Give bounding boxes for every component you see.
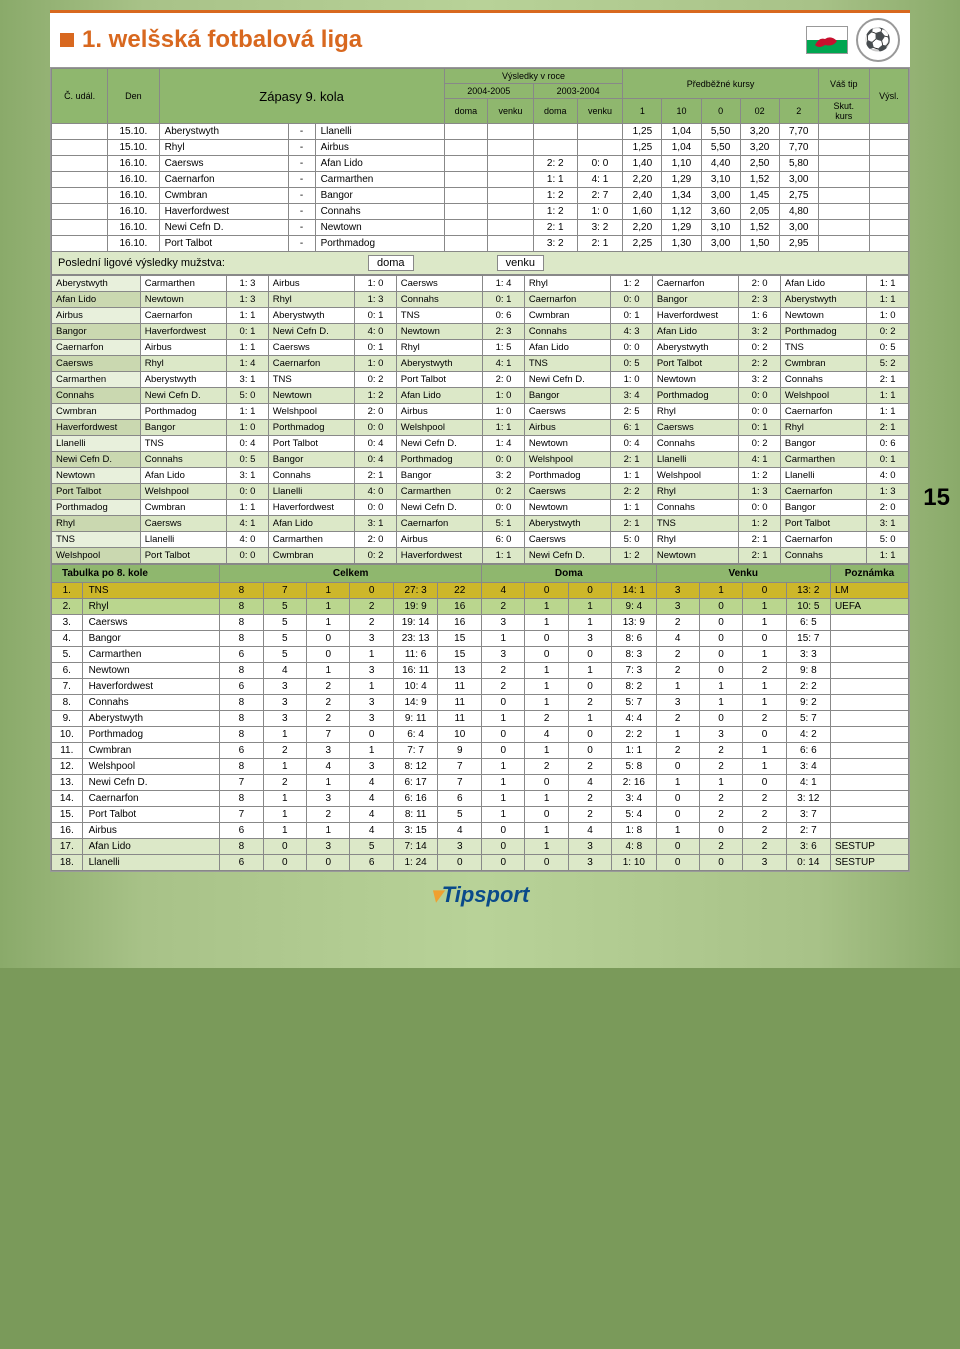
page-title: 1. welšská fotbalová liga [82, 26, 362, 54]
recent-row: LlanelliTNS0: 4Port Talbot0: 4Newi Cefn … [52, 436, 909, 452]
match-row: 16.10.Newi Cefn D.-Newtown2: 13: 22,201,… [52, 220, 909, 236]
match-row: 16.10.Caernarfon-Carmarthen1: 14: 12,201… [52, 172, 909, 188]
col-venku2: venku [577, 99, 623, 124]
standings-row: 5.Carmarthen650111: 6153008: 32013: 3 [52, 647, 909, 663]
page-header: 1. welšská fotbalová liga ⚽ [50, 10, 910, 67]
standings-col-away: Venku [656, 565, 830, 583]
standings-row: 3.Caersws851219: 141631113: 92016: 5 [52, 615, 909, 631]
match-row: 16.10.Caersws-Afan Lido2: 20: 01,401,104… [52, 156, 909, 172]
standings-row: 8.Connahs832314: 9110125: 73119: 2 [52, 695, 909, 711]
recent-row: AirbusCaernarfon1: 1Aberystwyth0: 1TNS0:… [52, 308, 909, 324]
recent-results-header: Poslední ligové výsledky mužstva: doma v… [51, 252, 909, 275]
standings-row: 13.Newi Cefn D.72146: 1771042: 161104: 1 [52, 775, 909, 791]
standings-row: 17.Afan Lido80357: 1430134: 80223: 6SEST… [52, 839, 909, 855]
recent-row: HaverfordwestBangor1: 0Porthmadog0: 0Wel… [52, 420, 909, 436]
col-event: Č. udál. [52, 69, 108, 124]
recent-label: Poslední ligové výsledky mužstva: [58, 257, 225, 269]
recent-row: Port TalbotWelshpool0: 0Llanelli4: 0Carm… [52, 484, 909, 500]
standings-table: Tabulka po 8. kole Celkem Doma Venku Poz… [51, 564, 909, 871]
standings-col-home: Doma [482, 565, 656, 583]
col-results-year: Výsledky v roce [444, 69, 623, 84]
recent-row: CaerswsRhyl1: 4Caernarfon1: 0Aberystwyth… [52, 356, 909, 372]
logo-triangle-icon: ▾ [431, 882, 442, 907]
recent-row: RhylCaersws4: 1Afan Lido3: 1Caernarfon5:… [52, 516, 909, 532]
match-row: 15.10.Aberystwyth-Llanelli1,251,045,503,… [52, 124, 909, 140]
col-skut: Skut.kurs [818, 99, 869, 124]
standings-row: 1.TNS871027: 32240014: 131013: 2LM [52, 583, 909, 599]
standings-header: Tabulka po 8. kole [52, 565, 220, 583]
col-0304: 2003-2004 [533, 84, 622, 99]
standings-row: 12.Welshpool81438: 1271225: 80213: 4 [52, 759, 909, 775]
standings-row: 9.Aberystwyth83239: 11111214: 42025: 7 [52, 711, 909, 727]
standings-row: 2.Rhyl851219: 9162119: 430110: 5UEFA [52, 599, 909, 615]
recent-row: BangorHaverfordwest0: 1Newi Cefn D.4: 0N… [52, 324, 909, 340]
wales-flag-icon [806, 26, 848, 54]
football-icon: ⚽ [856, 18, 900, 62]
footer-logo: ▾Tipsport [50, 882, 910, 908]
standings-row: 6.Newtown841316: 11132117: 32029: 8 [52, 663, 909, 679]
recent-row: NewtownAfan Lido3: 1Connahs2: 1Bangor3: … [52, 468, 909, 484]
title-square-icon [60, 33, 74, 47]
recent-results-table: AberystwythCarmarthen1: 3Airbus1: 0Caers… [51, 275, 909, 564]
col-0405: 2004-2005 [444, 84, 533, 99]
col-fixtures: Zápasy 9. kola [159, 69, 444, 124]
col-tip: Váš tip [818, 69, 869, 99]
standings-row: 18.Llanelli60061: 2400031: 100030: 14SES… [52, 855, 909, 871]
match-row: 16.10.Port Talbot-Porthmadog3: 22: 12,25… [52, 236, 909, 252]
col-02: 02 [740, 99, 779, 124]
match-row: 16.10.Cwmbran-Bangor1: 22: 72,401,343,00… [52, 188, 909, 204]
col-doma1: doma [444, 99, 488, 124]
recent-row: CwmbranPorthmadog1: 1Welshpool2: 0Airbus… [52, 404, 909, 420]
recent-row: Newi Cefn D.Connahs0: 5Bangor0: 4Porthma… [52, 452, 909, 468]
recent-row: AberystwythCarmarthen1: 3Airbus1: 0Caers… [52, 276, 909, 292]
recent-col-home: doma [368, 255, 414, 271]
standings-row: 14.Caernarfon81346: 1661123: 40223: 12 [52, 791, 909, 807]
recent-col-away: venku [497, 255, 544, 271]
col-venku1: venku [488, 99, 534, 124]
matches-table: Č. udál. Den Zápasy 9. kola Výsledky v r… [51, 68, 909, 252]
recent-row: TNSLlanelli4: 0Carmarthen2: 0Airbus6: 0C… [52, 532, 909, 548]
recent-row: Afan LidoNewtown1: 3Rhyl1: 3Connahs0: 1C… [52, 292, 909, 308]
standings-row: 10.Porthmadog81706: 4100402: 21304: 2 [52, 727, 909, 743]
col-10: 10 [662, 99, 701, 124]
logo-text: Tipsport [442, 882, 530, 907]
recent-row: CaernarfonAirbus1: 1Caersws0: 1Rhyl1: 5A… [52, 340, 909, 356]
standings-row: 16.Airbus61143: 1540141: 81022: 7 [52, 823, 909, 839]
match-row: 15.10.Rhyl-Airbus1,251,045,503,207,70 [52, 140, 909, 156]
standings-col-note: Poznámka [830, 565, 908, 583]
standings-row: 15.Port Talbot71248: 1151025: 40223: 7 [52, 807, 909, 823]
standings-row: 7.Haverfordwest632110: 4112108: 21112: 2 [52, 679, 909, 695]
standings-row: 11.Cwmbran62317: 790101: 12216: 6 [52, 743, 909, 759]
col-0: 0 [701, 99, 740, 124]
col-1: 1 [623, 99, 662, 124]
recent-row: PorthmadogCwmbran1: 1Haverfordwest0: 0Ne… [52, 500, 909, 516]
col-odds: Předběžné kursy [623, 69, 818, 99]
col-doma2: doma [533, 99, 577, 124]
recent-row: CarmarthenAberystwyth3: 1TNS0: 2Port Tal… [52, 372, 909, 388]
standings-row: 4.Bangor850323: 13151038: 640015: 7 [52, 631, 909, 647]
col-day: Den [108, 69, 159, 124]
col-2: 2 [779, 99, 818, 124]
page-number: 15 [923, 484, 950, 512]
match-row: 16.10.Haverfordwest-Connahs1: 21: 01,601… [52, 204, 909, 220]
col-result: Výsl. [869, 69, 908, 124]
recent-row: ConnahsNewi Cefn D.5: 0Newtown1: 2Afan L… [52, 388, 909, 404]
standings-col-total: Celkem [220, 565, 482, 583]
recent-row: WelshpoolPort Talbot0: 0Cwmbran0: 2Haver… [52, 548, 909, 564]
